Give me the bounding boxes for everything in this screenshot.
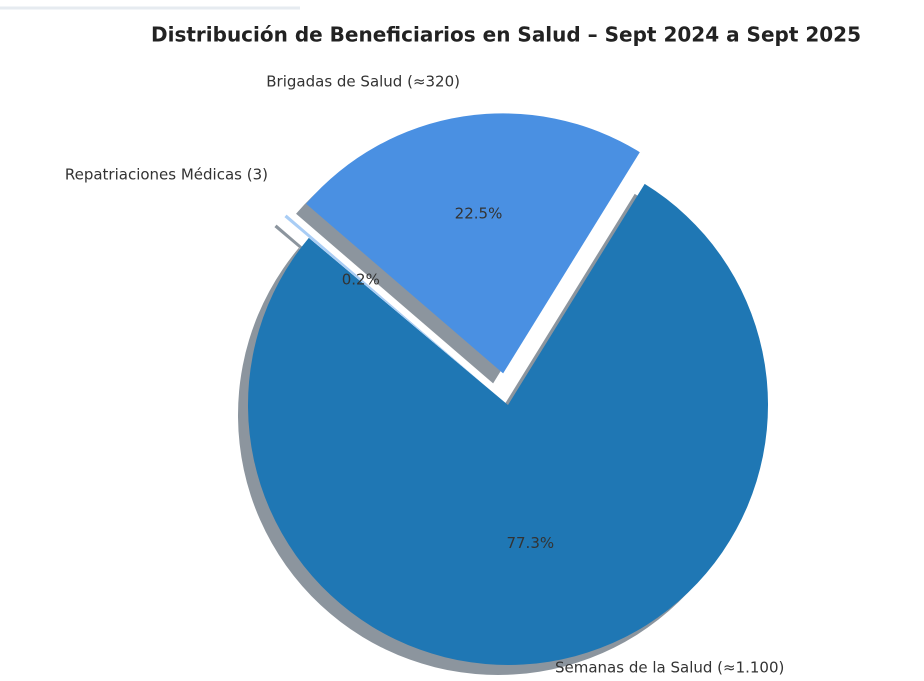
slice-label: Brigadas de Salud (≈320) [266, 73, 460, 91]
slice [306, 113, 640, 374]
slice [284, 214, 484, 385]
chart-title: Distribución de Beneficiarios en Salud –… [151, 23, 861, 47]
percent-label: 22.5% [455, 205, 503, 223]
slice-label: Repatriaciones Médicas (3) [65, 166, 268, 184]
slice [247, 183, 768, 666]
percent-label: 77.3% [506, 534, 554, 552]
slice-label: Semanas de la Salud (≈1.100) [555, 659, 784, 677]
percent-label: 0.2% [342, 270, 380, 288]
